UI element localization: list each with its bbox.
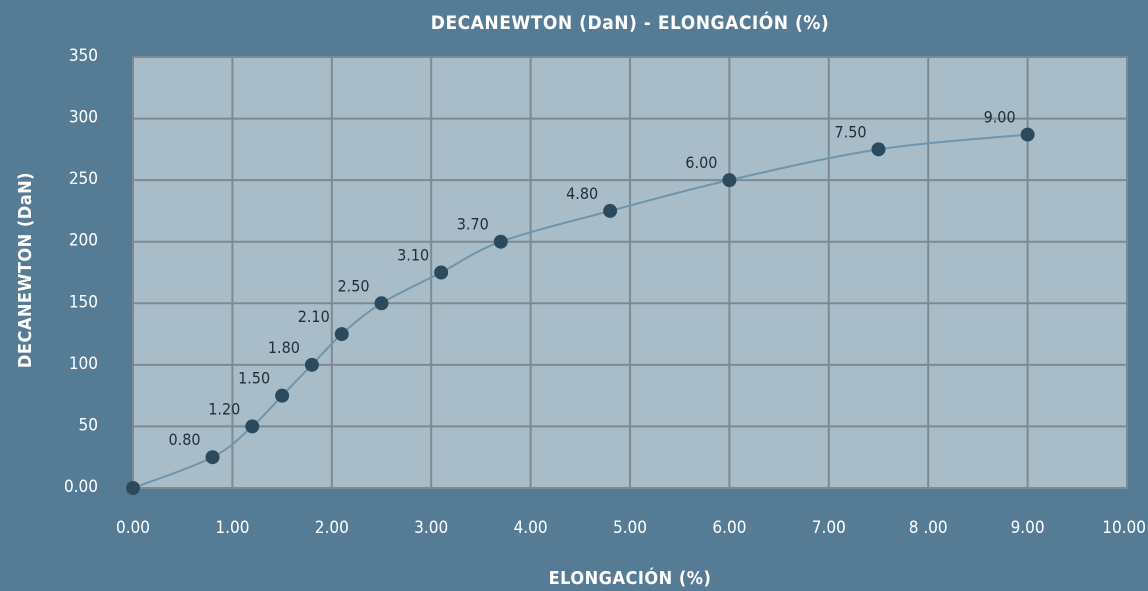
data-label: 1.50 <box>238 369 270 388</box>
data-point <box>304 357 319 372</box>
data-label: 0.80 <box>168 430 200 449</box>
y-tick-label: 250 <box>69 169 98 189</box>
y-tick-labels: 0.00 50 100 150 200 250 300 350 <box>64 46 98 497</box>
data-point <box>434 265 449 280</box>
data-label: 3.70 <box>457 215 489 234</box>
data-label: 1.80 <box>268 338 300 357</box>
data-point <box>603 203 618 218</box>
x-tick-label: 2.00 <box>315 518 349 538</box>
y-tick-label: 0.00 <box>64 477 98 497</box>
y-tick-label: 300 <box>69 108 98 128</box>
chart-title: DECANEWTON (DaN) - ELONGACIÓN (%) <box>431 10 830 34</box>
x-tick-label: 10.00 <box>1102 518 1146 538</box>
data-point <box>871 142 886 157</box>
y-tick-label: 350 <box>69 46 98 66</box>
x-tick-label: 5.00 <box>613 518 647 538</box>
y-tick-label: 200 <box>69 231 98 251</box>
data-point <box>126 481 140 495</box>
x-tick-labels: 0.00 1.00 2.00 3.00 4.00 5.00 6.00 7.00 8 .00 9.0… <box>116 518 1146 538</box>
x-tick-label: 6.00 <box>712 518 746 538</box>
x-tick-label: 9.00 <box>1011 518 1045 538</box>
data-label: 2.50 <box>337 276 369 295</box>
data-point <box>722 173 737 188</box>
x-tick-label: 0.00 <box>116 518 150 538</box>
data-point <box>334 327 349 342</box>
x-tick-label: 8 .00 <box>909 518 948 538</box>
data-label: 1.20 <box>208 399 240 418</box>
data-labels: 0.80 1.20 1.50 1.80 2.10 2.50 3.10 3.70 4.80 6.00… <box>168 108 1015 450</box>
x-tick-label: 3.00 <box>414 518 448 538</box>
data-point <box>374 296 389 311</box>
x-tick-label: 1.00 <box>215 518 249 538</box>
data-label: 2.10 <box>298 307 330 326</box>
x-tick-label: 4.00 <box>514 518 548 538</box>
y-tick-label: 150 <box>69 292 98 312</box>
x-tick-label: 7.00 <box>812 518 846 538</box>
data-point <box>1020 127 1035 142</box>
data-point <box>245 419 260 434</box>
data-label: 9.00 <box>984 108 1016 127</box>
data-point <box>205 450 220 465</box>
data-label: 4.80 <box>566 184 598 203</box>
y-tick-label: 100 <box>69 354 98 374</box>
data-label: 6.00 <box>685 153 717 172</box>
y-tick-label: 50 <box>79 415 98 435</box>
data-label: 3.10 <box>397 246 429 265</box>
markers <box>126 127 1035 495</box>
data-label: 7.50 <box>834 122 866 141</box>
data-point <box>493 234 508 249</box>
data-point <box>275 388 290 403</box>
y-axis-title: DECANEWTON (DaN) <box>15 172 36 368</box>
x-axis-title: ELONGACIÓN (%) <box>549 567 712 589</box>
